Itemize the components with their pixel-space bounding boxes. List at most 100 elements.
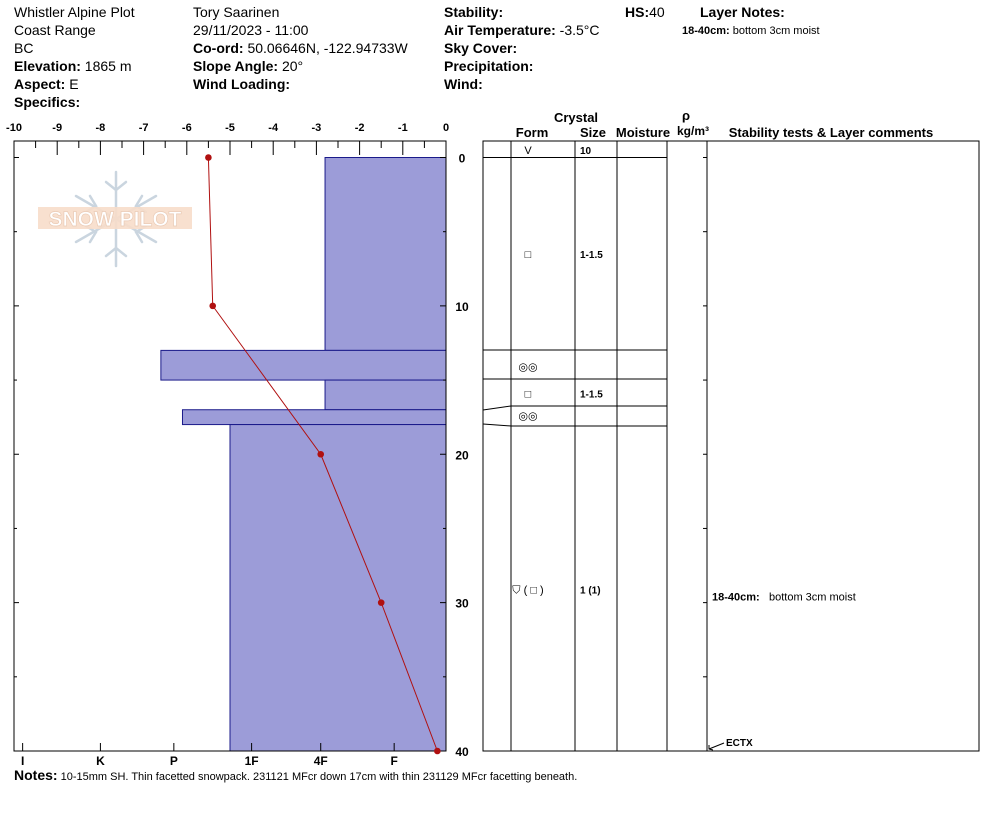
stability-label: Stability: — [444, 4, 504, 20]
density-unit-header: kg/m³ — [677, 124, 709, 138]
crystal-form-symbol: ◎◎ — [518, 362, 537, 374]
temp-tick-label: -1 — [398, 122, 408, 134]
slope-value: 20° — [281, 58, 304, 74]
observation-datetime: 29/11/2023 - 11:00 — [193, 22, 309, 38]
header-observer-info: Tory Saarinen 29/11/2023 - 11:00 Co-ord:… — [193, 3, 408, 93]
elevation-row: Elevation: 1865 m — [14, 57, 135, 75]
temp-tick-label: -4 — [268, 122, 279, 134]
crystal-size-label: 1-1.5 — [580, 250, 603, 261]
precip-label: Precipitation: — [444, 58, 534, 74]
stability-row: Stability: — [444, 3, 600, 21]
temperature-point — [317, 450, 325, 458]
coord-value: 50.06646N, -122.94733W — [247, 40, 408, 56]
layer-boundary-connector — [482, 423, 512, 427]
hardness-bar — [160, 349, 447, 381]
hardness-bars — [160, 157, 447, 752]
air-temp-row: Air Temperature: -3.5°C — [444, 21, 600, 39]
coord-row: Co-ord: 50.06646N, -122.94733W — [193, 39, 408, 57]
layer-comment-range: 18-40cm: — [712, 592, 760, 604]
hardness-bar — [324, 379, 447, 411]
temp-tick-label: -10 — [6, 122, 22, 134]
observer-name: Tory Saarinen — [193, 4, 280, 20]
layer-note-text: bottom 3cm moist — [732, 25, 820, 37]
snow-profile-chart: SNOW PILOT -10 -9 -8 -7 -6 -5 -4 -3 -2 -1 0 010203… — [6, 108, 980, 768]
hardness-bar — [324, 157, 447, 351]
sky-row: Sky Cover: — [444, 39, 600, 57]
header-weather-info: Stability: Air Temperature: -3.5°C Sky C… — [444, 3, 600, 93]
province: BC — [14, 40, 34, 56]
depth-tick-label: 30 — [455, 597, 469, 611]
logo-text: SNOW PILOT — [49, 208, 182, 231]
temperature-points — [205, 154, 441, 755]
crystal-form-symbol: □ — [525, 249, 532, 261]
mountain-range: Coast Range — [14, 22, 96, 38]
form-header: Form — [516, 125, 549, 140]
crystal-size-label: 10 — [580, 146, 592, 157]
precip-row: Precipitation: — [444, 57, 600, 75]
crystal-form-symbol: ⛉ ( □ ) — [512, 584, 543, 596]
layer-note-header: 18-40cm: bottom 3cm moist — [682, 22, 820, 40]
notes-row: Notes: 10-15mm SH. Thin facetted snowpac… — [14, 766, 577, 786]
hardness-tick-label: P — [170, 754, 178, 768]
hardness-axis: I K P 1F 4F F — [21, 743, 398, 768]
aspect-row: Aspect: E — [14, 75, 135, 93]
moisture-header: Moisture — [616, 125, 670, 140]
hs-row: HS:40 — [625, 3, 665, 21]
air-temp-value: -3.5°C — [559, 22, 600, 38]
temp-tick-label: 0 — [443, 122, 449, 134]
crystal-header: Crystal — [554, 110, 598, 125]
specifics-row: Specifics: — [14, 93, 135, 111]
temperature-point — [434, 747, 441, 755]
density-rho-header: ρ — [682, 108, 690, 123]
depth-tick-label: 20 — [455, 448, 469, 462]
table-layer-rows: V 10 □ 1-1.5 ◎◎ □ 1-1.5 ◎◎ ⛉ ( □ ) 1 (1) — [482, 145, 667, 596]
layer-boundary-connector — [482, 405, 512, 411]
temp-tick-label: -3 — [312, 122, 322, 134]
hs-label: HS: — [625, 4, 650, 20]
depth-tick-label: 10 — [455, 300, 469, 314]
layer-notes-title: Layer Notes: — [700, 4, 785, 20]
crystal-form-symbol: ◎◎ — [518, 411, 537, 423]
hardness-tick-label: 4F — [314, 754, 328, 768]
stability-test-label: ECTX — [726, 738, 753, 749]
sky-label: Sky Cover: — [444, 40, 518, 56]
wind-loading-label: Wind Loading: — [193, 76, 291, 92]
hs-value: 40 — [649, 4, 665, 20]
depth-axis: 0 10 20 30 40 — [14, 152, 469, 759]
table-frame — [482, 140, 980, 752]
notes-label: Notes: — [14, 767, 58, 783]
wind-loading-row: Wind Loading: — [193, 75, 408, 93]
location-name: Whistler Alpine Plot — [14, 4, 135, 20]
notes-text: 10-15mm SH. Thin facetted snowpack. 2311… — [60, 771, 578, 783]
temperature-point — [205, 154, 212, 161]
slope-row: Slope Angle: 20° — [193, 57, 408, 75]
size-header: Size — [580, 125, 606, 140]
header-site-info: Whistler Alpine Plot Coast Range BC Elev… — [14, 3, 135, 111]
temp-tick-label: -5 — [225, 122, 235, 134]
wind-label: Wind: — [444, 76, 483, 92]
hardness-bar — [229, 424, 447, 752]
crystal-size-label: 1 (1) — [580, 585, 601, 596]
temp-tick-label: -7 — [139, 122, 149, 134]
hardness-tick-label: I — [21, 754, 24, 768]
air-temp-label: Air Temperature: — [444, 22, 556, 38]
stability-header: Stability tests & Layer comments — [729, 125, 933, 140]
crystal-form-symbol: V — [524, 145, 532, 157]
aspect-label: Aspect: — [14, 76, 66, 92]
temp-tick-label: -6 — [182, 122, 192, 134]
snowflake-icon — [74, 170, 158, 268]
hardness-bar — [181, 409, 447, 426]
crystal-form-symbol: □ — [525, 388, 532, 400]
hardness-tick-label: 1F — [245, 754, 259, 768]
depth-tick-label: 0 — [459, 152, 466, 166]
hardness-tick-label: K — [96, 754, 105, 768]
layer-comment-text: bottom 3cm moist — [769, 592, 856, 604]
elevation-value: 1865 m — [84, 58, 132, 74]
crystal-size-label: 1-1.5 — [580, 389, 603, 400]
snowpilot-logo: SNOW PILOT — [38, 170, 192, 268]
temp-tick-label: -8 — [96, 122, 106, 134]
aspect-value: E — [69, 76, 79, 92]
depth-tick-label: 40 — [455, 745, 469, 759]
stability-test-pointer — [708, 742, 725, 750]
table-depth-ticks — [703, 157, 707, 752]
